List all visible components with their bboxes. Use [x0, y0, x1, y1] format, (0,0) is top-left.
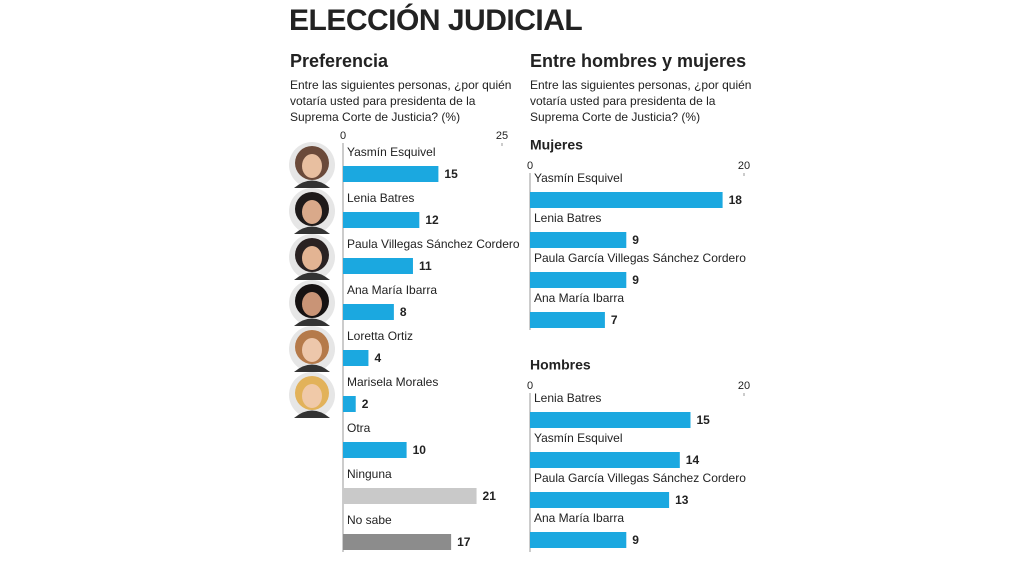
- value-label: 14: [686, 453, 700, 467]
- chart-title: Preferencia: [290, 51, 389, 71]
- category-label: Paula García Villegas Sánchez Cordero: [534, 471, 746, 485]
- value-label: 9: [632, 233, 639, 247]
- value-label: 9: [632, 533, 639, 547]
- bar: [530, 412, 691, 428]
- bar: [343, 258, 413, 274]
- portrait-body: [294, 272, 330, 280]
- value-label: 11: [419, 259, 432, 273]
- bar: [343, 396, 356, 412]
- bar: [530, 232, 627, 248]
- portrait-face: [302, 154, 322, 178]
- portrait-body: [294, 226, 330, 234]
- bar: [343, 350, 369, 366]
- x-tick-label: 20: [738, 380, 750, 392]
- category-label: Yasmín Esquivel: [534, 431, 622, 445]
- bar: [530, 272, 627, 288]
- value-label: 10: [413, 443, 427, 457]
- category-label: Lenia Batres: [347, 191, 414, 205]
- category-label: Lenia Batres: [534, 391, 601, 405]
- category-label: Ana María Ibarra: [347, 283, 437, 297]
- bar: [530, 192, 723, 208]
- bar: [343, 534, 452, 550]
- value-label: 21: [483, 489, 497, 503]
- portrait-face: [302, 200, 322, 224]
- portrait-face: [302, 246, 322, 270]
- x-tick-label: 20: [738, 160, 750, 172]
- x-tick-label: 0: [527, 380, 533, 392]
- value-label: 8: [400, 305, 407, 319]
- value-label: 15: [697, 413, 711, 427]
- value-label: 12: [425, 213, 439, 227]
- x-tick-label: 0: [340, 130, 346, 142]
- bar: [343, 442, 407, 458]
- category-label: Lenia Batres: [534, 211, 601, 225]
- chart-title: Hombres: [530, 357, 591, 373]
- value-label: 2: [362, 397, 369, 411]
- portrait-body: [294, 410, 330, 418]
- panel-title: Entre hombres y mujeres: [530, 51, 746, 71]
- category-label: Paula García Villegas Sánchez Cordero: [534, 251, 746, 265]
- category-label: Otra: [347, 421, 371, 435]
- portrait-face: [302, 338, 322, 362]
- category-label: Yasmín Esquivel: [347, 145, 435, 159]
- bar: [343, 488, 477, 504]
- bar: [530, 492, 670, 508]
- bar: [343, 304, 394, 320]
- category-label: Paula Villegas Sánchez Cordero: [347, 237, 520, 251]
- portrait-face: [302, 292, 322, 316]
- value-label: 18: [729, 193, 743, 207]
- bar: [343, 166, 439, 182]
- value-label: 13: [675, 493, 689, 507]
- portrait-face: [302, 384, 322, 408]
- bar: [530, 532, 627, 548]
- portrait-body: [294, 180, 330, 188]
- value-label: 7: [611, 313, 618, 327]
- portrait-body: [294, 364, 330, 372]
- x-tick-label: 0: [527, 160, 533, 172]
- question: Entre las siguientes personas, ¿por quié…: [290, 78, 512, 124]
- value-label: 15: [444, 167, 458, 181]
- category-label: Ana María Ibarra: [534, 291, 624, 305]
- category-label: Marisela Morales: [347, 375, 438, 389]
- bar: [343, 212, 420, 228]
- portrait-body: [294, 318, 330, 326]
- chart-title: Mujeres: [530, 137, 583, 153]
- category-label: Yasmín Esquivel: [534, 171, 622, 185]
- question: Entre las siguientes personas, ¿por quié…: [530, 78, 752, 124]
- category-label: Loretta Ortiz: [347, 329, 413, 343]
- category-label: Ana María Ibarra: [534, 511, 624, 525]
- category-label: No sabe: [347, 513, 392, 527]
- page-title: ELECCIÓN JUDICIAL: [289, 3, 582, 37]
- bar: [530, 452, 680, 468]
- category-label: Ninguna: [347, 467, 392, 481]
- x-tick-label: 25: [496, 130, 508, 142]
- bar: [530, 312, 605, 328]
- value-label: 17: [457, 535, 471, 549]
- value-label: 9: [632, 273, 639, 287]
- value-label: 4: [374, 351, 381, 365]
